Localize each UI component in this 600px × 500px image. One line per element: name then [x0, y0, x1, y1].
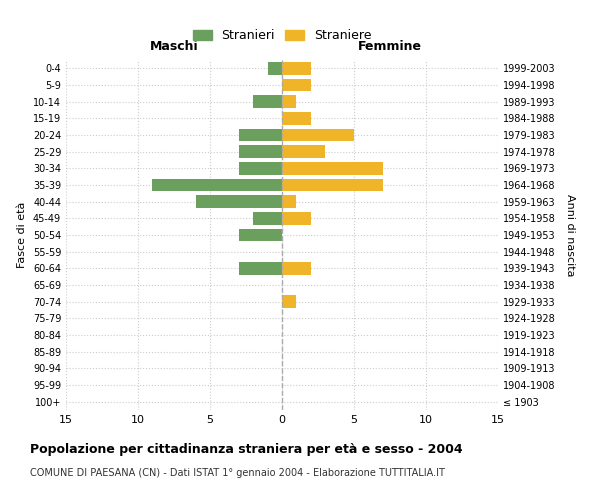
- Bar: [282, 262, 311, 274]
- Bar: [253, 96, 282, 108]
- Bar: [239, 162, 282, 174]
- Y-axis label: Fasce di età: Fasce di età: [17, 202, 27, 268]
- Bar: [239, 146, 282, 158]
- Text: Maschi: Maschi: [149, 40, 199, 53]
- Bar: [282, 112, 311, 124]
- Bar: [282, 196, 296, 208]
- Bar: [282, 62, 311, 74]
- Bar: [282, 296, 296, 308]
- Bar: [268, 62, 282, 74]
- Y-axis label: Anni di nascita: Anni di nascita: [565, 194, 575, 276]
- Bar: [152, 179, 282, 192]
- Text: COMUNE DI PAESANA (CN) - Dati ISTAT 1° gennaio 2004 - Elaborazione TUTTITALIA.IT: COMUNE DI PAESANA (CN) - Dati ISTAT 1° g…: [30, 468, 445, 477]
- Bar: [239, 262, 282, 274]
- Legend: Stranieri, Straniere: Stranieri, Straniere: [188, 24, 376, 48]
- Bar: [239, 129, 282, 141]
- Bar: [196, 196, 282, 208]
- Bar: [282, 162, 383, 174]
- Bar: [282, 79, 311, 92]
- Bar: [282, 96, 296, 108]
- Text: Popolazione per cittadinanza straniera per età e sesso - 2004: Popolazione per cittadinanza straniera p…: [30, 442, 463, 456]
- Bar: [282, 146, 325, 158]
- Bar: [282, 129, 354, 141]
- Bar: [282, 212, 311, 224]
- Bar: [253, 212, 282, 224]
- Text: Femmine: Femmine: [358, 40, 422, 53]
- Bar: [282, 179, 383, 192]
- Bar: [239, 229, 282, 241]
